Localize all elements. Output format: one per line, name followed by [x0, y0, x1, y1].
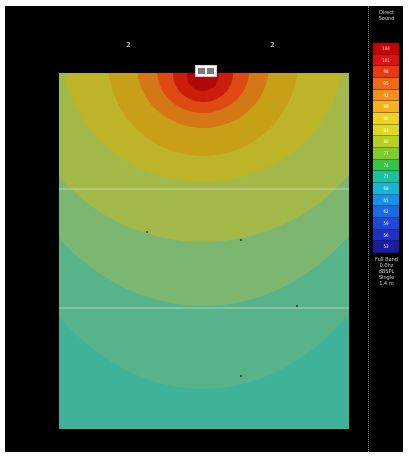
- contour-band-9: [187, 73, 219, 91]
- legend-swatch: 95: [373, 78, 399, 90]
- legend-swatch: 71: [373, 171, 399, 184]
- legend-swatch: 92: [373, 89, 399, 102]
- loudspeaker-source-icon: [195, 65, 217, 77]
- legend-swatch: 101: [373, 54, 399, 67]
- legend-swatch: 68: [373, 183, 399, 195]
- legend-swatch: 53: [373, 241, 399, 254]
- spl-map-window: 2 2 Direct Sound 104 101 98 95 92 89 86 83 80 77 7…: [5, 6, 403, 452]
- legend-swatch: 77: [373, 148, 399, 160]
- measurement-point: [240, 239, 242, 241]
- spl-contour-map: [59, 73, 349, 429]
- spl-color-legend: 104 101 98 95 92 89 86 83 80 77 74 71 68 65 62 59 56 53: [373, 43, 399, 254]
- legend-swatch: 98: [373, 66, 399, 79]
- legend-swatch: 59: [373, 218, 399, 230]
- legend-swatch: 104: [373, 43, 399, 55]
- speaker-marker-right: 2: [270, 41, 275, 49]
- measurement-point: [146, 231, 148, 233]
- legend-note: Full Band 0.0hz dBSPL Single 1.4 m: [375, 257, 398, 287]
- legend-swatch: 80: [373, 136, 399, 149]
- legend-swatch: 65: [373, 194, 399, 207]
- legend-swatch: 86: [373, 113, 399, 125]
- panel-divider: [368, 6, 369, 452]
- legend-title: Direct Sound: [378, 10, 395, 22]
- legend-swatch: 83: [373, 124, 399, 137]
- legend-swatch: 74: [373, 159, 399, 172]
- measurement-point: [240, 375, 242, 377]
- legend-swatch: 62: [373, 206, 399, 219]
- legend-swatch: 89: [373, 101, 399, 114]
- speaker-marker-left: 2: [126, 41, 131, 49]
- legend-swatch: 56: [373, 229, 399, 242]
- measurement-point: [296, 305, 298, 307]
